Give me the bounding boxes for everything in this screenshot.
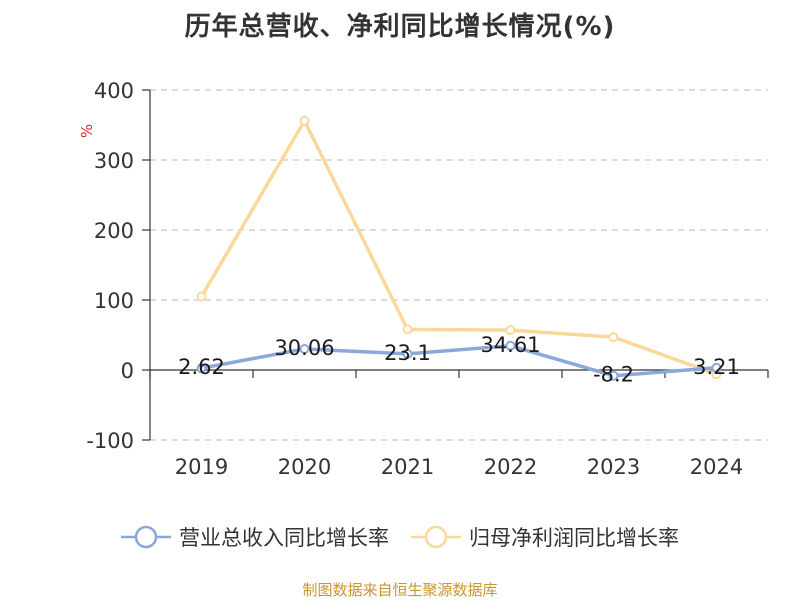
y-tick-label: 100 xyxy=(94,289,134,313)
legend-label-revenue: 营业总收入同比增长率 xyxy=(179,526,389,550)
data-point-1[interactable] xyxy=(402,324,413,335)
legend-swatch-revenue xyxy=(121,525,171,549)
series-line-0 xyxy=(201,344,717,378)
data-label: 34.61 xyxy=(480,333,540,357)
source-note: 制图数据来自恒生聚源数据库 xyxy=(302,581,498,599)
y-tick-label: 300 xyxy=(94,149,134,173)
legend-item-net-profit[interactable]: 归母净利润同比增长率 xyxy=(411,522,679,552)
data-point-1[interactable] xyxy=(299,115,310,126)
data-label: 30.06 xyxy=(274,336,334,360)
data-point-0[interactable] xyxy=(711,362,722,373)
legend-item-revenue[interactable]: 营业总收入同比增长率 xyxy=(121,522,389,552)
grid-layer xyxy=(150,89,768,441)
y-tick-label: 200 xyxy=(94,219,134,243)
x-tick-label: 2020 xyxy=(278,455,331,479)
data-point-0[interactable] xyxy=(299,343,310,354)
data-point-1[interactable] xyxy=(608,332,619,343)
y-axis-label: % xyxy=(78,124,96,138)
legend-swatch-net-profit xyxy=(411,525,461,549)
series-layer xyxy=(196,115,722,381)
data-label: 23.1 xyxy=(384,341,431,365)
x-tick-label: 2023 xyxy=(587,455,640,479)
data-point-1[interactable] xyxy=(505,325,516,336)
y-tick-label: -100 xyxy=(86,429,134,453)
y-tick-label: 400 xyxy=(94,79,134,103)
y-tick-label: 0 xyxy=(121,359,134,383)
legend-label-net-profit: 归母净利润同比增长率 xyxy=(469,526,679,550)
data-label: 3.21 xyxy=(693,355,740,379)
x-tick-label: 2024 xyxy=(690,455,743,479)
x-tick-label: 2021 xyxy=(381,455,434,479)
axis-layer: 400 300 200 100 0 -100% 2019 2020 2021 2022 2023 20… xyxy=(78,79,769,479)
data-point-0[interactable] xyxy=(402,348,413,359)
x-tick-label: 2022 xyxy=(484,455,537,479)
data-label: -8.2 xyxy=(593,363,634,387)
data-label-layer: 2.62 30.06 23.1 34.61 -8.2 3.21 xyxy=(178,333,740,387)
legend: 营业总收入同比增长率 归母净利润同比增长率 xyxy=(0,522,800,552)
data-point-0[interactable] xyxy=(196,363,207,374)
x-tick-label: 2019 xyxy=(175,455,228,479)
data-point-1[interactable] xyxy=(196,291,207,302)
data-label: 2.62 xyxy=(178,355,225,379)
data-point-0[interactable] xyxy=(505,340,516,351)
chart-title: 历年总营收、净利同比增长情况(%) xyxy=(184,12,616,42)
data-point-0[interactable] xyxy=(608,370,619,381)
series-line-1 xyxy=(199,119,718,376)
